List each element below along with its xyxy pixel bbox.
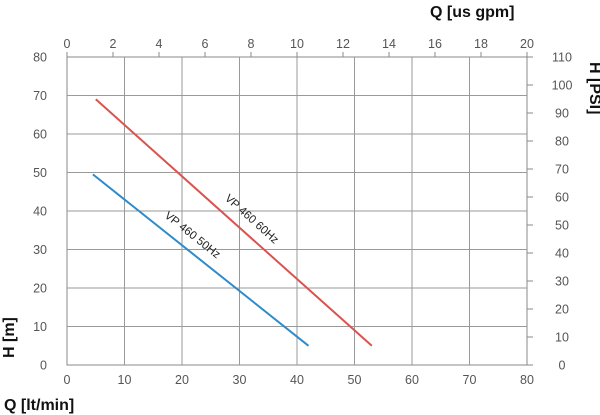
series-line-60hz — [95, 98, 373, 347]
series-line-50hz — [92, 173, 310, 347]
y-tick-label: 20 — [33, 282, 47, 296]
x2-tick-label: 10 — [290, 37, 304, 51]
y2-axis-title: H [PSI] — [586, 62, 600, 114]
x-axis-title: Q [lt/min] — [4, 397, 74, 414]
y-tick-label: 80 — [33, 51, 47, 65]
tick-labels: 0 10 20 30 40 50 60 70 80 0 10 20 30 40 50 60 70 80 0 2 4 6 8 1… — [33, 37, 572, 387]
x2-tick-label: 8 — [248, 37, 255, 51]
x2-axis-title: Q [us gpm] — [430, 4, 514, 21]
y2-tick-label: 10 — [555, 331, 569, 345]
x-tick-label: 40 — [290, 373, 304, 387]
y2-tick-label: 110 — [552, 51, 572, 65]
x2-tick-label: 12 — [336, 37, 350, 51]
y-tick-label: 60 — [33, 128, 47, 142]
x2-tick-label: 0 — [64, 37, 71, 51]
y2-tick-label: 50 — [555, 219, 569, 233]
y2-tick-label: 70 — [555, 163, 569, 177]
y2-tick-label: 100 — [552, 79, 573, 93]
y-tick-label: 30 — [33, 243, 47, 257]
y-tick-label: 0 — [40, 359, 47, 373]
grid-lines — [67, 57, 527, 365]
x-tick-label: 80 — [520, 373, 534, 387]
y-tick-label: 70 — [33, 89, 47, 103]
x2-tick-label: 2 — [110, 37, 117, 51]
x-tick-label: 20 — [175, 373, 189, 387]
x-tick-label: 30 — [233, 373, 247, 387]
x-tick-label: 60 — [405, 373, 419, 387]
y2-tick-label: 40 — [555, 247, 569, 261]
y2-tick-label: 30 — [555, 275, 569, 289]
y-tick-label: 50 — [33, 166, 47, 180]
x2-tick-label: 20 — [520, 37, 534, 51]
x2-tick-label: 14 — [382, 37, 396, 51]
y-axis-title: H [m] — [1, 317, 18, 358]
y2-tick-label: 60 — [555, 191, 569, 205]
x2-tick-label: 16 — [428, 37, 442, 51]
x-tick-label: 10 — [118, 373, 132, 387]
series-lines — [92, 98, 373, 347]
x-tick-label: 70 — [463, 373, 477, 387]
x2-tick-label: 4 — [156, 37, 163, 51]
x2-tick-label: 6 — [202, 37, 209, 51]
x-tick-label: 50 — [348, 373, 362, 387]
x-tick-label: 0 — [64, 373, 71, 387]
y2-tick-label: 20 — [555, 303, 569, 317]
y-tick-label: 40 — [33, 205, 47, 219]
x2-tick-label: 18 — [474, 37, 488, 51]
y2-tick-label: 80 — [555, 135, 569, 149]
y-tick-label: 10 — [33, 320, 47, 334]
y2-tick-label: 0 — [559, 359, 566, 373]
y2-tick-label: 90 — [555, 107, 569, 121]
